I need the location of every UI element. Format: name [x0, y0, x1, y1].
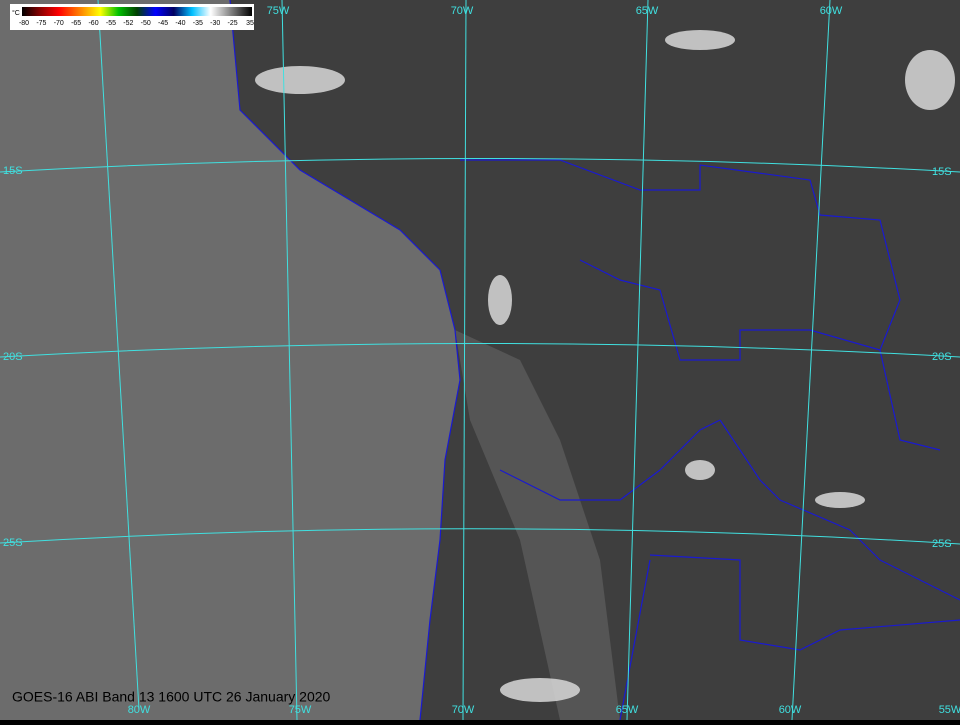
colorbar-label: -55 [106, 20, 116, 27]
grid-label: 75W [267, 5, 290, 17]
meridian [626, 0, 649, 721]
grid-label: 70W [452, 704, 475, 716]
grid-label: 55W [939, 704, 960, 716]
colorbar-unit: °C [12, 9, 20, 17]
colorbar-label: -80 [19, 20, 29, 27]
grid-label: 60W [779, 704, 802, 716]
land [230, 0, 960, 720]
colorbar-label: -25 [228, 20, 238, 27]
grid-label: 15S [3, 165, 23, 177]
colorbar-label: -35 [193, 20, 203, 27]
colorbar-ramp [22, 7, 252, 16]
colorbar-label: 35 [246, 20, 254, 27]
colorbar-label: -52 [123, 20, 133, 27]
grid-label: 65W [616, 704, 639, 716]
colorbar-label: -45 [158, 20, 168, 27]
grid-label: 80W [128, 704, 151, 716]
borders [229, 0, 960, 721]
colorbar: °C -80 -75 -70 -65 -60 -55 -52 -50 -45 -40 -35 -30 -… [10, 4, 254, 30]
caption: GOES-16 ABI Band 13 1600 UTC 26 January … [12, 689, 331, 705]
parallel [0, 158, 960, 173]
grid-label: 70W [451, 5, 474, 17]
colorbar-label: -60 [88, 20, 98, 27]
grid-label: 65W [636, 5, 659, 17]
clouds [255, 30, 955, 702]
grid-label: 60W [820, 5, 843, 17]
colorbar-label: -65 [71, 20, 81, 27]
grid-label: 20S [3, 351, 23, 363]
grid-label: 20S [932, 351, 952, 363]
meridian [281, 0, 298, 721]
colorbar-label: -40 [175, 20, 185, 27]
parallel [0, 528, 960, 545]
meridian [462, 0, 467, 721]
meridian [97, 0, 140, 711]
grid-label: 25S [3, 537, 23, 549]
grid-label: 25S [932, 538, 952, 550]
colorbar-label: -30 [210, 20, 220, 27]
colorbar-label: -50 [141, 20, 151, 27]
colorbar-label: -70 [54, 20, 64, 27]
grid-label: 15S [932, 166, 952, 178]
andes [455, 330, 620, 720]
parallel [0, 343, 960, 358]
meridian [791, 0, 831, 721]
grid-labels: 75W 70W 65W 60W 15S 20S 25S 15S 20S 25S 80W 75W 70W 6… [3, 5, 960, 716]
colorbar-label: -75 [36, 20, 46, 27]
grid-label: 75W [289, 704, 312, 716]
